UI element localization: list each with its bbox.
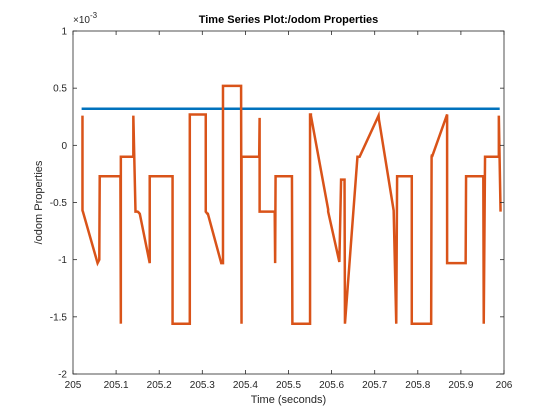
x-tick-label: 205 [65,380,82,391]
y-exponent-base: ×10 [73,15,90,26]
axes-background [73,31,504,374]
x-tick-label: 206 [496,380,513,391]
x-tick-label: 205.2 [147,380,172,391]
x-tick-label: 205.8 [405,380,430,391]
x-tick-label: 205.9 [448,380,473,391]
ticks-layer: 205 205.1 205.2 205.3 205.4 205.5 205.6 205.7 20… [50,27,513,392]
y-tick-label: -0.5 [50,198,68,209]
chart-title: Time Series Plot:/odom Properties [199,14,379,26]
y-axis-label: /odom Properties [33,160,45,244]
y-exponent-value: -3 [90,11,98,20]
x-tick-label: 205.3 [190,380,215,391]
y-tick-label: 1 [61,27,67,38]
y-tick-label: 0 [61,141,67,152]
x-tick-label: 205.4 [233,380,258,391]
series-layer [81,84,502,325]
y-tick-label: 0.5 [53,84,67,95]
y-tick-label: -1 [58,255,67,266]
x-tick-label: 205.1 [104,380,129,391]
series-line-2 [81,84,502,325]
x-tick-label: 205.7 [362,380,387,391]
y-axis-exponent: ×10-3 [73,11,98,26]
x-tick-label: 205.6 [319,380,344,391]
y-tick-label: -2 [58,370,67,381]
y-tick-label: -1.5 [50,312,68,323]
x-tick-label: 205.5 [276,380,301,391]
x-axis-label: Time (seconds) [251,394,326,406]
